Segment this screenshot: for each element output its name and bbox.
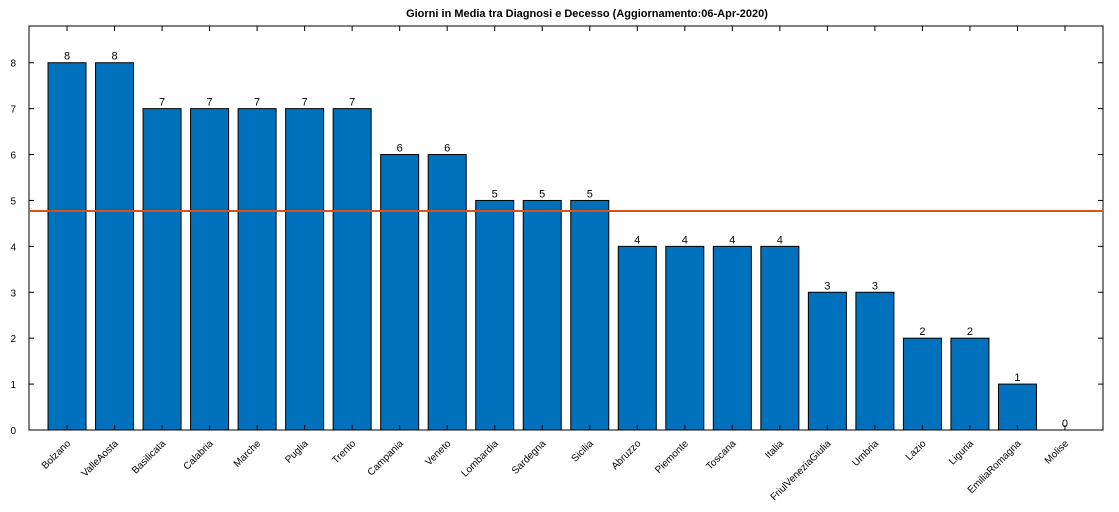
bar	[332, 108, 372, 431]
bar	[570, 199, 610, 431]
bar-value-label: 2	[919, 326, 925, 338]
x-category-label: Basilicata	[130, 438, 168, 476]
x-category-label: Sicilia	[570, 438, 597, 465]
data-labels-group: 8 8 7 7 7 7 7 6 6 5 5 5 4 4 4 4 3 3 2 2 1 0	[64, 51, 1068, 430]
bar-value-label: 5	[492, 188, 498, 200]
bar	[902, 337, 942, 431]
y-tick-label: 3	[10, 288, 16, 299]
chart-title: Giorni in Media tra Diagnosi e Decesso (…	[406, 8, 768, 20]
bar-value-label: 4	[682, 234, 688, 246]
bar	[665, 245, 705, 431]
bar-value-label: 5	[539, 188, 545, 200]
y-tick-label: 2	[10, 334, 16, 345]
bar-value-label: 3	[872, 280, 878, 292]
x-category-label: Calabria	[182, 438, 216, 472]
bar-value-label: 1	[1014, 372, 1020, 384]
plot-area-frame	[28, 25, 1104, 431]
bar	[760, 245, 800, 431]
y-tick-label: 4	[10, 242, 16, 253]
y-tick-label: 8	[10, 59, 16, 70]
x-category-label: Umbria	[850, 438, 881, 469]
bar	[522, 199, 562, 431]
x-category-label: Piemonte	[653, 438, 691, 476]
bar-value-label: 7	[349, 97, 355, 109]
x-category-label: Liguria	[947, 438, 976, 467]
bar-value-label: 2	[967, 326, 973, 338]
y-axis: 0 1 2 3 4 5 6 7 8	[10, 59, 1103, 437]
bar	[380, 154, 420, 431]
bar-value-label: 8	[64, 51, 70, 63]
bar-value-label: 4	[634, 234, 640, 246]
bar-value-label: 7	[302, 97, 308, 109]
bar	[712, 245, 752, 431]
bars-group	[47, 62, 1037, 431]
bar	[285, 108, 325, 431]
bar-value-label: 8	[111, 51, 117, 63]
bar-value-label: 7	[159, 97, 165, 109]
x-category-label: Trento	[330, 438, 358, 466]
x-category-label: Marche	[232, 438, 264, 470]
bar-value-label: 4	[777, 234, 783, 246]
bar-value-label: 6	[444, 143, 450, 155]
bar	[475, 199, 515, 431]
bar-value-label: 6	[397, 143, 403, 155]
y-tick-label: 0	[10, 426, 16, 437]
x-category-label: Puglia	[283, 438, 311, 466]
bar-value-label: 7	[207, 97, 213, 109]
y-tick-label: 1	[10, 380, 16, 391]
bar	[855, 291, 895, 431]
bar	[950, 337, 990, 431]
bar-value-label: 4	[729, 234, 735, 246]
bar-value-label: 0	[1062, 418, 1068, 430]
bar-value-label: 7	[254, 97, 260, 109]
x-category-label: Sardegna	[510, 438, 549, 477]
bar	[47, 62, 87, 431]
x-category-label: Bolzano	[40, 438, 74, 472]
x-category-label: Abruzzo	[610, 438, 644, 472]
bar	[997, 383, 1037, 431]
bar	[142, 108, 182, 431]
y-tick-label: 5	[10, 196, 16, 207]
x-category-label: Veneto	[424, 438, 454, 468]
x-category-label: ValleAosta	[80, 438, 121, 479]
x-category-label: Lombardia	[460, 438, 501, 479]
bar-value-label: 5	[587, 188, 593, 200]
x-category-label: Molise	[1043, 438, 1072, 467]
y-tick-label: 6	[10, 151, 16, 162]
bar	[190, 108, 230, 431]
bar	[237, 108, 277, 431]
x-category-label: Campania	[366, 438, 406, 478]
x-category-label: Italia	[763, 438, 786, 461]
bar-value-label: 3	[824, 280, 830, 292]
bar	[95, 62, 135, 431]
x-category-label: Lazio	[904, 438, 929, 463]
bar	[427, 154, 467, 431]
x-category-label: Toscana	[704, 438, 738, 472]
bar	[617, 245, 657, 431]
bar	[807, 291, 847, 431]
y-tick-label: 7	[10, 105, 16, 116]
